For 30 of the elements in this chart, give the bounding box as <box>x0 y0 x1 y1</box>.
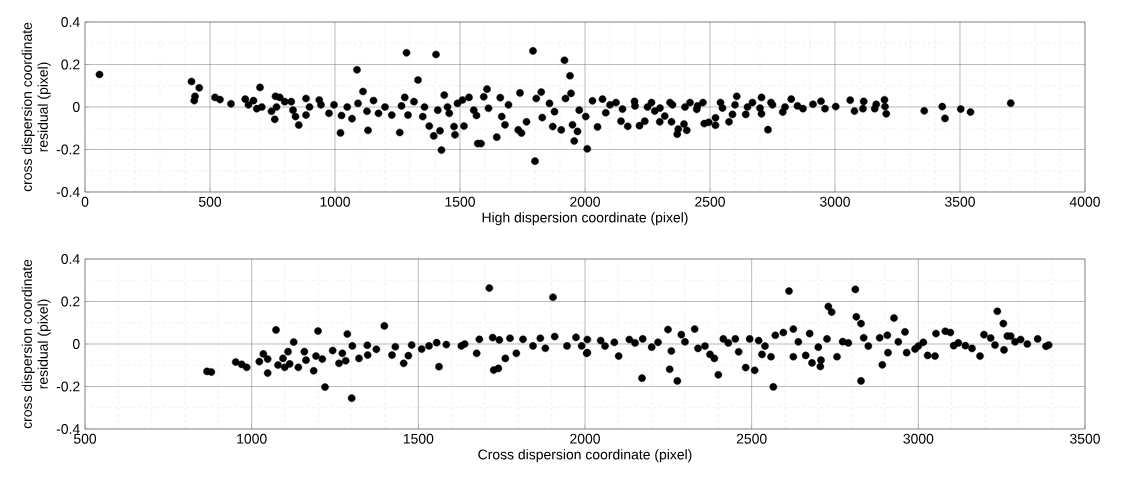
x-tick-label: 2500 <box>736 433 767 444</box>
y-tick-label: -0.4 <box>56 187 80 197</box>
y-tick-label: 0 <box>72 339 80 349</box>
x-tick-label: 2000 <box>570 196 600 207</box>
y-tick-label: 0.2 <box>61 296 80 307</box>
x-tick-label: 3500 <box>1070 433 1100 444</box>
y-tick-label: 0.4 <box>61 17 80 27</box>
y-tick-label: -0.4 <box>56 424 80 434</box>
x-tick-label: 500 <box>73 433 97 444</box>
y-axis-title: cross dispersion coordinate residual (pixel) <box>21 22 51 192</box>
x-tick-label: 2500 <box>695 196 725 207</box>
x-tick-label: 2000 <box>570 433 600 444</box>
x-tick-label: 1000 <box>320 196 350 207</box>
x-tick-label: 3000 <box>903 433 934 444</box>
x-axis-title: High dispersion coordinate (pixel) <box>482 212 688 226</box>
x-tick-label: 3000 <box>820 196 850 207</box>
x-tick-label: 3500 <box>945 196 975 207</box>
y-tick-label: -0.2 <box>56 144 80 155</box>
x-tick-label: 1500 <box>445 196 475 207</box>
x-tick-label: 4000 <box>1069 196 1100 207</box>
y-tick-label: 0.2 <box>61 59 80 70</box>
y-axis-title: cross dispersion coordinate residual (pixel) <box>21 259 51 429</box>
x-axis-title: Cross dispersion coordinate (pixel) <box>478 449 692 463</box>
x-tick-label: 1500 <box>403 433 434 444</box>
x-tick-label: 1000 <box>237 433 267 444</box>
y-tick-label: 0.4 <box>61 254 80 264</box>
x-tick-label: 500 <box>198 196 222 207</box>
x-tick-label: 0 <box>81 196 89 207</box>
y-tick-label: 0 <box>72 102 80 112</box>
y-tick-label: -0.2 <box>56 381 80 392</box>
